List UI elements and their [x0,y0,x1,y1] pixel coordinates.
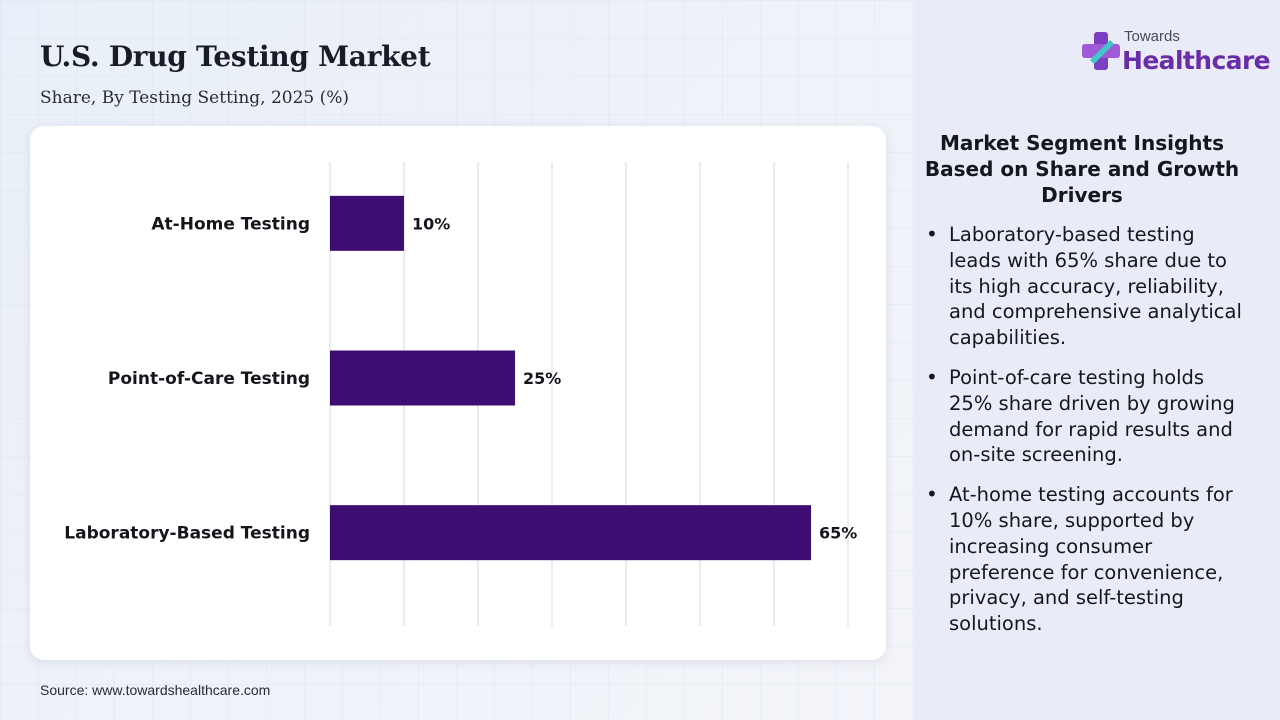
insight-item-point-of-care: Point-of-care testing holds 25% share dr… [922,365,1252,468]
insight-item-laboratory: Laboratory-based testing leads with 65% … [922,222,1252,351]
medical-cross-icon [1082,32,1120,70]
insights-list: Laboratory-based testing leads with 65% … [922,222,1252,651]
chart-card: At-Home Testing 10% Point-of-Care Testing 2… [30,126,886,660]
insights-title: Market Segment Insights Based on Share a… [924,131,1240,207]
logo-text-healthcare: Healthcare [1122,46,1271,75]
category-label: Point-of-Care Testing [108,369,310,389]
bar [330,350,515,406]
bar [330,195,404,251]
data-label: 10% [412,214,450,233]
category-label: At-Home Testing [151,214,310,234]
bar [330,505,811,561]
category-label: Laboratory-Based Testing [64,524,310,544]
page-title: U.S. Drug Testing Market [40,40,431,73]
source-note: Source: www.towardshealthcare.com [40,682,271,698]
data-label: 65% [819,524,857,543]
page-subtitle: Share, By Testing Setting, 2025 (%) [40,88,350,108]
towards-healthcare-logo [1082,32,1120,70]
insight-item-at-home: At-home testing accounts for 10% share, … [922,482,1252,637]
logo-text-towards: Towards [1124,28,1180,45]
data-label: 25% [523,369,561,388]
bar-chart: At-Home Testing 10% Point-of-Care Testing 2… [64,162,857,626]
